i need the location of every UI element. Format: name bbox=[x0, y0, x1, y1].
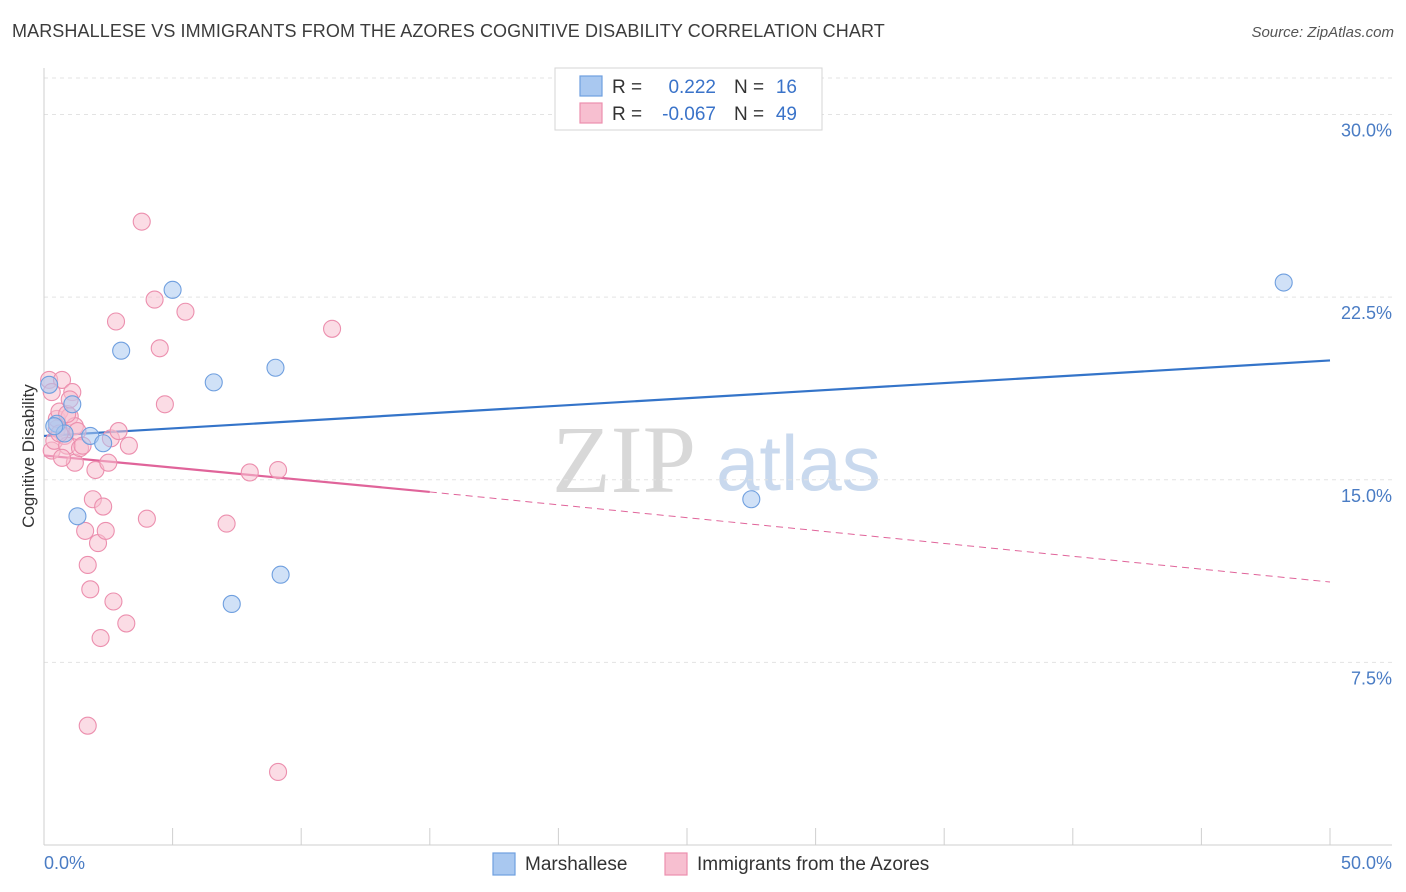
watermark-zip: ZIP bbox=[552, 406, 696, 513]
watermark-atlas: atlas bbox=[716, 419, 881, 507]
point-marshallese bbox=[40, 375, 59, 394]
legend-n-label-1: N = bbox=[734, 77, 764, 98]
point-azores bbox=[217, 514, 236, 533]
point-azores bbox=[269, 460, 288, 480]
point-marshallese bbox=[266, 358, 285, 377]
point-marshallese bbox=[45, 417, 64, 436]
series-legend: Marshallese Immigrants from the Azores bbox=[492, 852, 929, 876]
legend-r-value-1: 0.222 bbox=[668, 77, 716, 98]
point-azores bbox=[106, 312, 126, 331]
correlation-legend: R = 0.222 N = 16 R = -0.067 N = 49 bbox=[554, 67, 823, 131]
point-azores bbox=[78, 555, 97, 575]
point-marshallese bbox=[204, 373, 223, 392]
legend-n-label-2: N = bbox=[734, 104, 764, 125]
bottom-legend-swatch-marshallese bbox=[492, 852, 516, 876]
point-azores bbox=[76, 521, 95, 540]
point-azores bbox=[94, 497, 113, 516]
point-azores bbox=[78, 716, 97, 735]
point-marshallese bbox=[271, 565, 290, 584]
point-marshallese bbox=[222, 594, 241, 613]
point-azores bbox=[240, 463, 259, 482]
legend-swatch-azores bbox=[579, 102, 603, 124]
point-azores bbox=[109, 422, 128, 441]
legend-swatch-marshallese bbox=[579, 75, 603, 97]
point-marshallese bbox=[112, 341, 131, 360]
point-azores bbox=[99, 453, 118, 472]
x-tick-label-min: 0.0% bbox=[44, 853, 85, 873]
y-tick-label: 22.5% bbox=[1341, 303, 1392, 323]
point-marshallese bbox=[742, 490, 761, 509]
point-marshallese bbox=[68, 507, 87, 526]
point-azores bbox=[145, 290, 164, 309]
trend-line-azores-extrapolated bbox=[429, 491, 1331, 583]
trend-line-marshallese bbox=[43, 359, 1331, 438]
point-azores bbox=[117, 614, 136, 633]
point-azores bbox=[137, 509, 156, 528]
grid-lines bbox=[44, 77, 1392, 663]
point-marshallese bbox=[1274, 273, 1293, 292]
point-azores bbox=[52, 448, 72, 467]
data-points bbox=[40, 212, 1293, 782]
point-marshallese bbox=[163, 280, 182, 299]
point-azores bbox=[176, 302, 195, 321]
y-axis-title: Cognitive Disability bbox=[19, 384, 38, 528]
legend-n-value-1: 16 bbox=[776, 77, 797, 98]
source-label: Source: ZipAtlas.com bbox=[1251, 24, 1394, 41]
point-azores bbox=[323, 319, 342, 338]
y-tick-label: 15.0% bbox=[1341, 486, 1392, 506]
point-azores bbox=[150, 339, 169, 358]
point-azores bbox=[104, 592, 123, 611]
y-tick-label: 30.0% bbox=[1341, 121, 1392, 141]
point-marshallese bbox=[94, 434, 113, 453]
legend-n-value-2: 49 bbox=[776, 104, 797, 125]
legend-r-label-2: R = bbox=[612, 104, 642, 125]
y-tick-label: 7.5% bbox=[1351, 668, 1392, 688]
x-ticks bbox=[43, 828, 1331, 845]
chart-title: MARSHALLESE VS IMMIGRANTS FROM THE AZORE… bbox=[12, 21, 885, 41]
point-azores bbox=[132, 212, 151, 231]
bottom-legend-swatch-azores bbox=[664, 852, 688, 876]
point-azores bbox=[119, 436, 138, 455]
point-azores bbox=[96, 521, 115, 540]
y-tick-labels: 7.5% 15.0% 22.5% 30.0% bbox=[1341, 121, 1392, 689]
legend-r-value-2: -0.067 bbox=[662, 104, 716, 125]
point-azores bbox=[91, 628, 110, 648]
legend-r-label-1: R = bbox=[612, 77, 642, 98]
point-azores bbox=[155, 395, 174, 414]
bottom-legend-label-azores: Immigrants from the Azores bbox=[697, 854, 929, 875]
point-azores bbox=[81, 580, 100, 599]
bottom-legend-label-marshallese: Marshallese bbox=[525, 854, 627, 875]
point-azores bbox=[269, 762, 288, 782]
point-marshallese bbox=[63, 395, 82, 414]
x-tick-label-max: 50.0% bbox=[1341, 853, 1392, 873]
